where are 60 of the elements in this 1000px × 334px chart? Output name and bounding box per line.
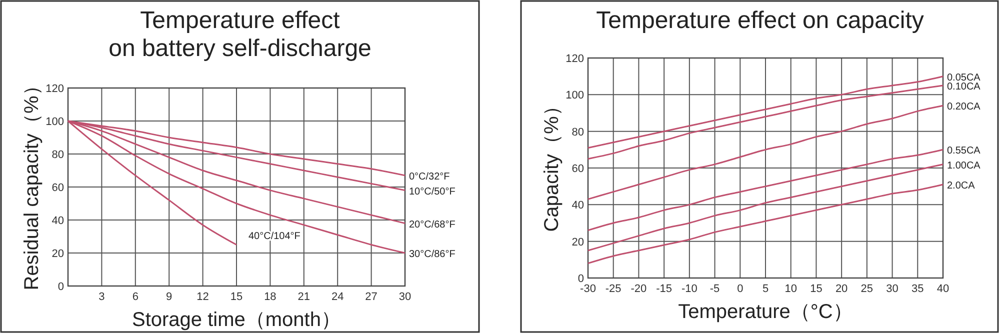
x-tick-label: 21 bbox=[298, 291, 310, 303]
x-axis-title: Storage time（month） bbox=[132, 309, 341, 331]
x-tick-label: 12 bbox=[196, 291, 209, 303]
line-series bbox=[587, 148, 944, 232]
y-tick-label: 120 bbox=[46, 83, 64, 95]
x-tick-label: 9 bbox=[166, 291, 172, 303]
x-tick-label: -15 bbox=[656, 283, 672, 295]
y-tick-label: 100 bbox=[46, 116, 64, 128]
y-tick-label: 80 bbox=[52, 149, 64, 161]
x-tick-label: 10 bbox=[784, 283, 797, 295]
x-tick-label: 5 bbox=[762, 283, 769, 295]
series-label: 10°C/50°F bbox=[409, 186, 456, 198]
x-tick-label: 3 bbox=[98, 291, 105, 303]
line-series bbox=[587, 84, 944, 160]
series-label: 0.05CA bbox=[947, 72, 981, 84]
x-tick-label: 6 bbox=[132, 291, 138, 303]
x-tick-label: 35 bbox=[912, 283, 924, 295]
x-tick-label: 40 bbox=[936, 283, 950, 295]
series-label: 30°C/86°F bbox=[409, 249, 456, 260]
y-axis-title: Capacity（%） bbox=[541, 96, 563, 232]
series-label: 0.10CA bbox=[947, 82, 981, 92]
x-tick-label: -25 bbox=[605, 283, 622, 295]
y-tick-label: 120 bbox=[566, 53, 584, 65]
y-axis-title: Residual capacity（%） bbox=[21, 76, 43, 290]
x-tick-label: 24 bbox=[331, 291, 344, 303]
y-tick-label: 20 bbox=[572, 236, 584, 248]
x-tick-label: -5 bbox=[710, 283, 720, 295]
line-series bbox=[587, 76, 944, 149]
x-tick-label: 0 bbox=[737, 283, 744, 295]
line-series bbox=[587, 104, 944, 200]
x-tick-label: -30 bbox=[580, 283, 596, 295]
chart-title: Temperature effect on capacity bbox=[596, 7, 924, 34]
series-label: 20°C/68°F bbox=[409, 219, 456, 230]
y-tick-label: 100 bbox=[566, 90, 584, 102]
x-tick-label: -20 bbox=[630, 283, 647, 295]
x-tick-label: 15 bbox=[230, 291, 243, 303]
y-tick-label: 60 bbox=[52, 182, 64, 194]
x-tick-label: 30 bbox=[398, 291, 412, 303]
y-tick-label: 80 bbox=[572, 126, 584, 138]
x-tick-label: 20 bbox=[835, 283, 848, 295]
chart-title: Temperature effect on battery self-discharge bbox=[108, 7, 372, 62]
y-tick-label: 20 bbox=[52, 248, 64, 260]
x-tick-label: 25 bbox=[860, 283, 874, 295]
y-tick-label: 0 bbox=[578, 273, 584, 285]
x-tick-label: 30 bbox=[886, 283, 898, 295]
y-tick-label: 60 bbox=[572, 163, 584, 175]
x-tick-label: 18 bbox=[264, 291, 276, 303]
y-tick-label: 40 bbox=[52, 215, 64, 227]
series-label: 1.00CA bbox=[947, 160, 981, 172]
series-label: 0°C/32°F bbox=[409, 171, 450, 182]
x-tick-label: 15 bbox=[810, 283, 822, 295]
series-label: 2.0CA bbox=[947, 180, 976, 192]
series-label: 0.55CA bbox=[947, 146, 981, 157]
line-series bbox=[587, 164, 944, 252]
x-tick-label: -10 bbox=[681, 283, 698, 295]
y-tick-label: 40 bbox=[572, 200, 584, 212]
x-axis-title: Temperature（°C） bbox=[678, 301, 853, 323]
line-series bbox=[587, 184, 944, 264]
x-tick-label: 27 bbox=[365, 291, 378, 303]
series-label: 0.20CA bbox=[947, 102, 981, 113]
